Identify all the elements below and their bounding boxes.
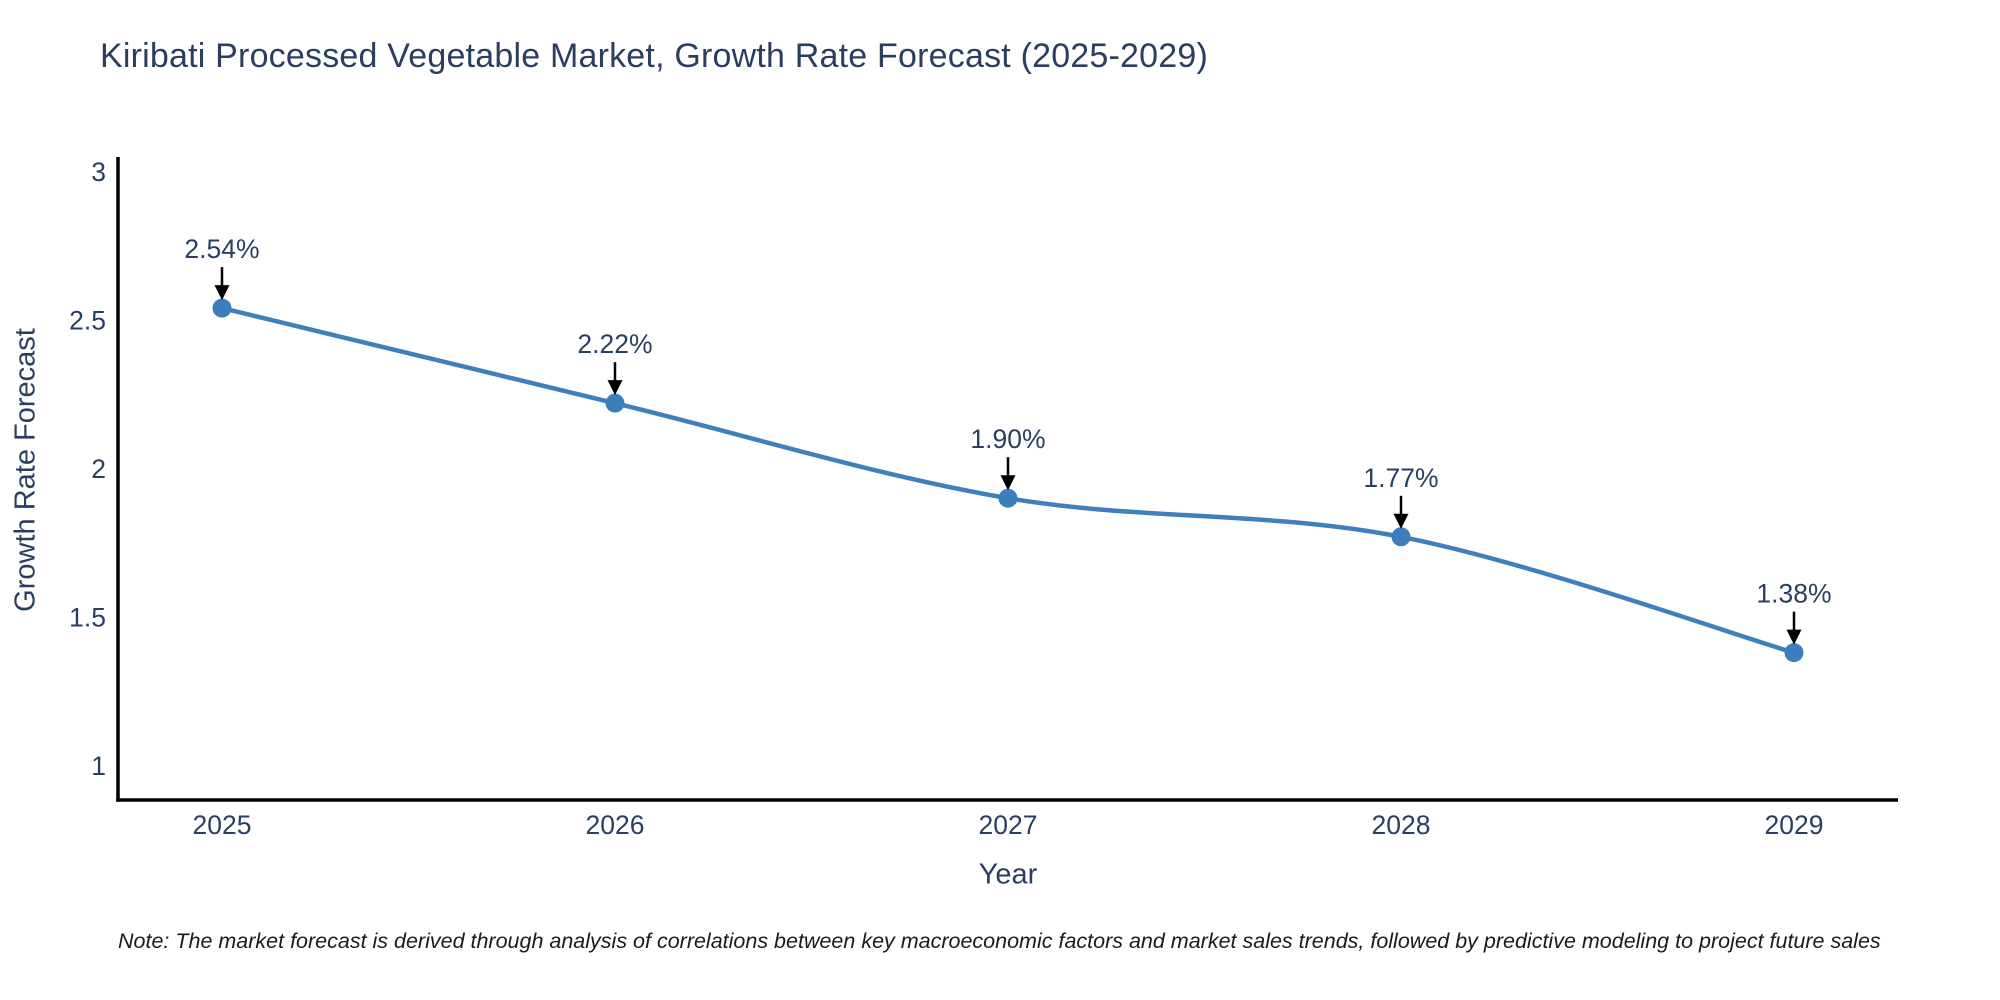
annotation-arrow-head (1393, 513, 1409, 529)
data-point (1784, 643, 1804, 663)
y-tick-label: 2.5 (69, 306, 106, 336)
point-annotations: 2.54% 2.22% 1.90% 1.77% 1.38% (184, 234, 1832, 645)
y-tick-label: 2 (91, 454, 106, 484)
y-tick-labels: 1 1.5 2 2.5 3 (69, 157, 106, 781)
x-tick-label: 2028 (1372, 810, 1431, 840)
x-tick-label: 2027 (979, 810, 1038, 840)
data-point (998, 488, 1018, 508)
data-point (1391, 527, 1411, 547)
x-tick-labels: 2025 2026 2027 2028 2029 (193, 810, 1824, 840)
x-axis-title: Year (978, 858, 1038, 891)
point-label: 1.90% (970, 424, 1045, 454)
y-tick-label: 1 (91, 751, 106, 781)
y-tick-label: 1.5 (69, 603, 106, 633)
footnote: Note: The market forecast is derived thr… (118, 929, 1881, 953)
annotation-arrow-head (607, 380, 623, 396)
data-point (605, 393, 625, 413)
annotation-arrow-head (1786, 629, 1802, 645)
annotation-arrow-head (214, 285, 230, 301)
y-tick-label: 3 (91, 157, 106, 187)
x-tick-label: 2026 (586, 810, 645, 840)
x-tick-label: 2025 (193, 810, 252, 840)
annotation-arrow-head (1000, 475, 1016, 491)
chart-title: Kiribati Processed Vegetable Market, Gro… (100, 37, 1209, 75)
point-label: 1.38% (1756, 579, 1831, 609)
point-label: 2.54% (184, 234, 259, 264)
data-point (212, 298, 232, 318)
x-tick-label: 2029 (1765, 810, 1824, 840)
point-label: 2.22% (577, 329, 652, 359)
point-label: 1.77% (1363, 463, 1438, 493)
data-points (212, 298, 1804, 663)
